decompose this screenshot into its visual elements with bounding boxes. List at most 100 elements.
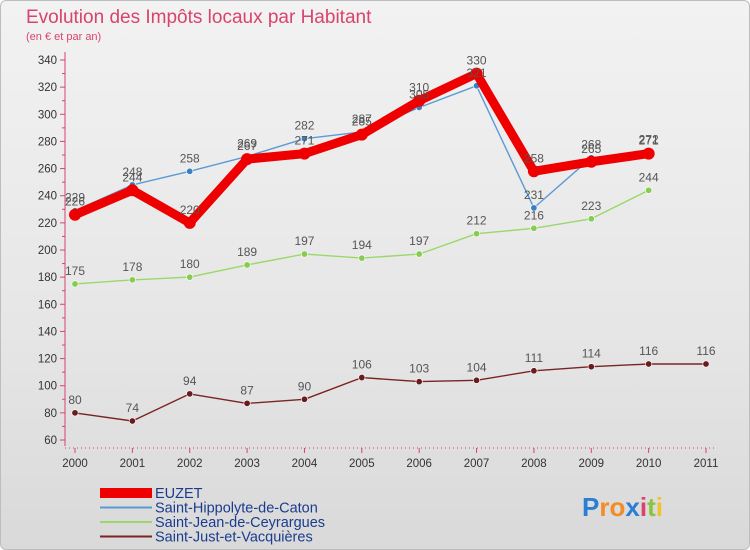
data-point-euzet bbox=[470, 67, 483, 80]
data-label-euzet: 244 bbox=[122, 170, 142, 184]
chart-title: Evolution des Impôts locaux par Habitant bbox=[26, 7, 372, 28]
data-label-saint-just-et-vacquieres: 80 bbox=[68, 393, 82, 407]
data-label-euzet: 271 bbox=[294, 134, 314, 148]
data-label-saint-just-et-vacquieres: 90 bbox=[298, 379, 312, 393]
data-point-saint-just-et-vacquieres bbox=[358, 374, 366, 382]
legend-swatch bbox=[100, 535, 152, 538]
data-point-saint-jean-de-ceyrargues bbox=[243, 261, 251, 269]
data-label-saint-hippolyte-de-caton: 305 bbox=[409, 88, 429, 102]
data-point-saint-just-et-vacquieres bbox=[702, 360, 710, 368]
series-line-saint-just-et-vacquieres bbox=[74, 363, 707, 422]
y-tick-label: 280 bbox=[38, 136, 57, 148]
logo-letter: o bbox=[609, 492, 625, 522]
data-label-saint-jean-de-ceyrargues: 178 bbox=[122, 260, 142, 274]
data-point-saint-just-et-vacquieres bbox=[645, 360, 653, 368]
data-label-euzet: 220 bbox=[180, 203, 200, 217]
data-label-saint-just-et-vacquieres: 87 bbox=[240, 383, 254, 397]
data-point-euzet bbox=[241, 153, 254, 166]
data-point-saint-just-et-vacquieres bbox=[71, 409, 79, 417]
legend-label: Saint-Jean-de-Ceyrargues bbox=[155, 515, 325, 531]
data-point-saint-jean-de-ceyrargues bbox=[530, 224, 538, 232]
logo-letter: P bbox=[582, 492, 599, 522]
data-point-saint-just-et-vacquieres bbox=[415, 378, 423, 386]
logo-letter: x bbox=[625, 492, 640, 522]
data-label-saint-jean-de-ceyrargues: 223 bbox=[581, 199, 601, 213]
data-point-saint-just-et-vacquieres bbox=[530, 367, 538, 375]
data-label-saint-jean-de-ceyrargues: 244 bbox=[639, 170, 659, 184]
logo-letter: i bbox=[640, 492, 647, 522]
data-label-saint-hippolyte-de-caton: 229 bbox=[65, 191, 85, 205]
data-label-saint-just-et-vacquieres: 111 bbox=[525, 351, 544, 365]
legend-swatch bbox=[100, 506, 152, 509]
data-point-saint-just-et-vacquieres bbox=[128, 417, 136, 425]
data-point-saint-just-et-vacquieres bbox=[186, 390, 194, 398]
data-label-saint-hippolyte-de-caton: 258 bbox=[180, 151, 200, 165]
data-label-saint-jean-de-ceyrargues: 194 bbox=[352, 238, 372, 252]
y-tick-label: 180 bbox=[38, 272, 57, 284]
data-point-euzet bbox=[585, 155, 598, 168]
y-tick-label: 60 bbox=[44, 435, 57, 447]
data-label-saint-just-et-vacquieres: 116 bbox=[639, 344, 658, 358]
logo-letter: t bbox=[647, 492, 656, 522]
data-point-saint-jean-de-ceyrargues bbox=[415, 250, 423, 258]
data-label-saint-hippolyte-de-caton: 269 bbox=[237, 136, 257, 150]
data-point-saint-jean-de-ceyrargues bbox=[473, 230, 481, 238]
data-point-saint-hippolyte-de-caton bbox=[530, 204, 538, 212]
data-label-saint-jean-de-ceyrargues: 175 bbox=[65, 264, 85, 278]
data-label-saint-hippolyte-de-caton: 287 bbox=[352, 112, 372, 126]
y-tick-label: 80 bbox=[44, 408, 57, 420]
data-label-saint-just-et-vacquieres: 94 bbox=[183, 374, 197, 388]
data-point-euzet bbox=[183, 216, 196, 229]
data-label-saint-hippolyte-de-caton: 272 bbox=[639, 132, 659, 146]
x-tick-label: 2009 bbox=[578, 458, 604, 470]
data-label-saint-hippolyte-de-caton: 282 bbox=[294, 119, 314, 133]
logo-letter: r bbox=[599, 492, 609, 522]
data-point-saint-jean-de-ceyrargues bbox=[186, 273, 194, 281]
y-tick-label: 220 bbox=[38, 218, 57, 230]
data-label-saint-jean-de-ceyrargues: 216 bbox=[524, 208, 544, 222]
proxiti-logo: Proxiti bbox=[582, 492, 663, 522]
series-line-euzet bbox=[70, 69, 654, 228]
data-point-saint-just-et-vacquieres bbox=[243, 399, 251, 407]
data-label-saint-just-et-vacquieres: 116 bbox=[696, 344, 715, 358]
y-tick-label: 120 bbox=[38, 354, 57, 366]
x-tick-label: 2002 bbox=[177, 458, 203, 470]
data-point-saint-just-et-vacquieres bbox=[300, 395, 308, 403]
data-label-saint-hippolyte-de-caton: 248 bbox=[122, 165, 142, 179]
data-point-euzet bbox=[413, 94, 426, 107]
data-label-euzet: 271 bbox=[639, 134, 659, 148]
series-line-saint-hippolyte-de-caton bbox=[74, 85, 650, 212]
y-tick-label: 240 bbox=[38, 191, 57, 203]
y-tick-label: 160 bbox=[38, 299, 57, 311]
y-tick-label: 260 bbox=[38, 164, 57, 176]
legend-label: EUZET bbox=[155, 486, 203, 502]
x-tick-label: 2007 bbox=[464, 458, 490, 470]
data-label-euzet: 330 bbox=[467, 54, 487, 68]
data-label-euzet: 226 bbox=[65, 195, 85, 209]
data-labels: 80 74 94 87 90 106 103 104 111 114 116 116 175 178 180… bbox=[65, 54, 716, 415]
data-label-saint-jean-de-ceyrargues: 197 bbox=[409, 234, 429, 248]
data-point-euzet bbox=[126, 184, 139, 197]
data-point-euzet bbox=[69, 208, 81, 221]
data-label-saint-jean-de-ceyrargues: 197 bbox=[294, 234, 314, 248]
data-point-saint-jean-de-ceyrargues bbox=[358, 254, 366, 262]
data-label-saint-just-et-vacquieres: 114 bbox=[582, 347, 601, 361]
y-tick-label: 100 bbox=[38, 381, 57, 393]
data-point-saint-hippolyte-de-caton bbox=[300, 135, 308, 143]
data-label-euzet: 285 bbox=[352, 115, 372, 129]
x-tick-label: 2010 bbox=[636, 458, 662, 470]
x-tick-label: 2011 bbox=[694, 458, 719, 470]
data-point-euzet bbox=[298, 147, 311, 160]
data-label-saint-hippolyte-de-caton: 321 bbox=[467, 66, 487, 80]
data-point-euzet bbox=[642, 147, 655, 160]
data-point-saint-jean-de-ceyrargues bbox=[300, 250, 308, 258]
legend-label: Saint-Hippolyte-de-Caton bbox=[155, 501, 318, 517]
data-point-saint-jean-de-ceyrargues bbox=[587, 215, 595, 223]
legend-label: Saint-Just-et-Vacquières bbox=[155, 530, 313, 546]
y-tick-label: 140 bbox=[38, 326, 57, 338]
data-point-euzet bbox=[527, 165, 540, 178]
x-tick-label: 2000 bbox=[62, 458, 88, 470]
data-label-euzet: 310 bbox=[409, 81, 429, 95]
